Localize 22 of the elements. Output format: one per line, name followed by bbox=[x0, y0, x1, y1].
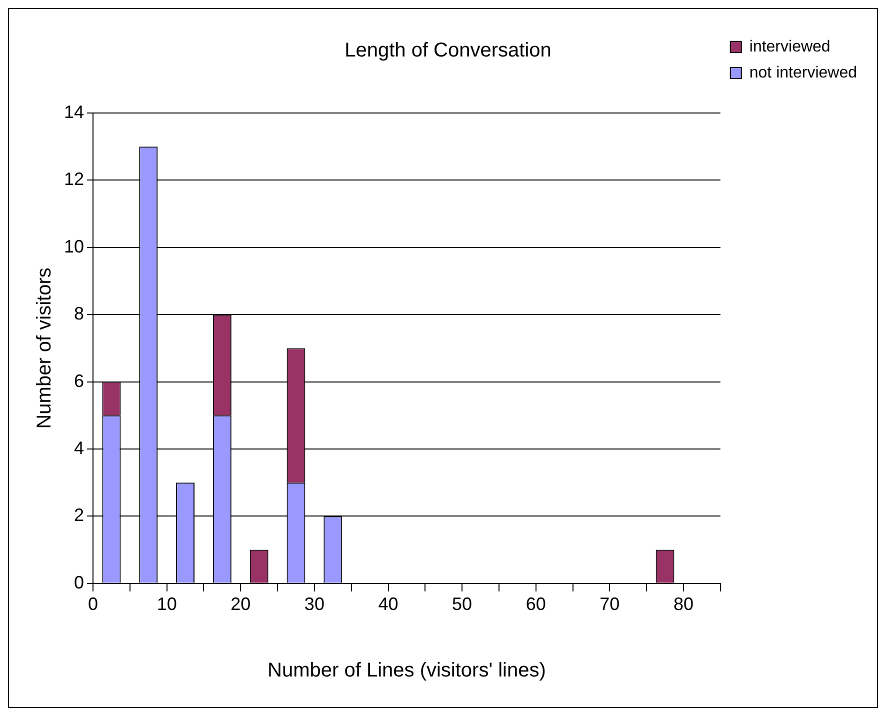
x-tick-label: 20 bbox=[230, 594, 251, 614]
y-tick-label: 8 bbox=[74, 304, 84, 324]
x-tick-label: 60 bbox=[526, 594, 546, 614]
x-tick-label: 50 bbox=[452, 594, 472, 614]
x-tick-label: 80 bbox=[673, 594, 694, 614]
x-axis-title: Number of Lines (visitors' lines) bbox=[268, 660, 546, 682]
y-axis-title: Number of visitors bbox=[34, 268, 56, 429]
y-tick-label: 14 bbox=[64, 102, 84, 122]
y-tick-label: 12 bbox=[64, 169, 84, 190]
x-tick-label: 0 bbox=[88, 594, 98, 614]
x-tick-label: 70 bbox=[600, 594, 620, 614]
y-tick-label: 2 bbox=[74, 505, 84, 526]
y-tick-label: 0 bbox=[74, 572, 84, 592]
legend-label: not interviewed bbox=[749, 64, 858, 82]
x-tick-label: 40 bbox=[378, 594, 398, 614]
x-tick-label: 10 bbox=[156, 594, 177, 614]
y-tick-label: 4 bbox=[74, 438, 84, 458]
chart-title: Length of Conversation bbox=[344, 40, 552, 62]
y-tick-label: 6 bbox=[74, 370, 84, 391]
legend-label: interviewed bbox=[749, 38, 830, 56]
x-tick-label: 30 bbox=[304, 594, 324, 614]
y-tick-label: 10 bbox=[64, 236, 84, 256]
